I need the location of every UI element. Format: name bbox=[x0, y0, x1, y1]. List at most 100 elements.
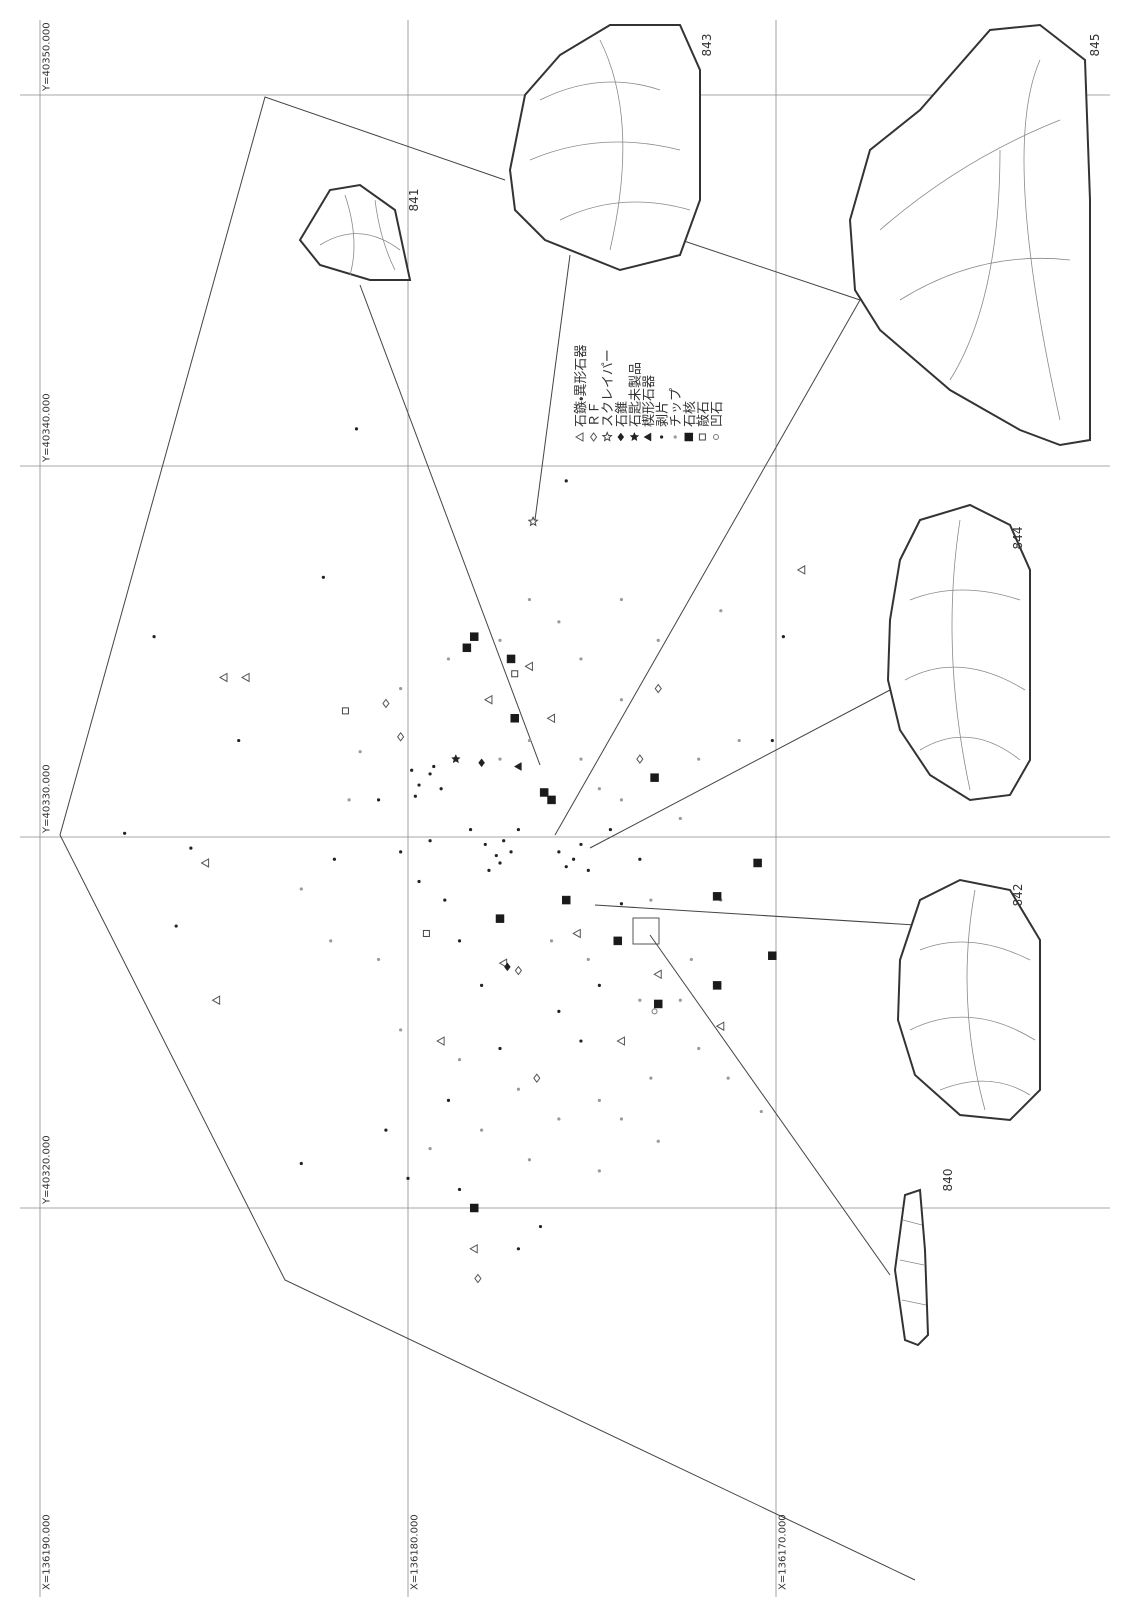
artifact-point bbox=[174, 924, 178, 928]
artifact-point bbox=[211, 995, 221, 1006]
artifact-point bbox=[483, 842, 487, 847]
legend-marker bbox=[673, 435, 677, 439]
artifact-point bbox=[586, 957, 590, 962]
artifact-point bbox=[469, 1243, 478, 1254]
artifact-point bbox=[506, 654, 516, 664]
points-layer bbox=[123, 427, 806, 1284]
artifact-point bbox=[428, 1147, 432, 1151]
artifact-point bbox=[638, 857, 642, 861]
artifact-point bbox=[513, 762, 522, 771]
leader-line bbox=[589, 689, 891, 849]
artifact-point bbox=[616, 1036, 625, 1046]
artifact-point bbox=[547, 795, 556, 805]
artifact-point bbox=[527, 597, 532, 602]
artifact-point bbox=[480, 1128, 484, 1132]
leader-line bbox=[674, 237, 861, 301]
y-grid-label: Y=40340.000 bbox=[41, 393, 52, 463]
area-boundary bbox=[59, 96, 916, 1581]
artifact-point bbox=[189, 846, 193, 850]
legend-label: 剥片 bbox=[656, 401, 671, 427]
artifact-point bbox=[770, 738, 774, 743]
artifact-point bbox=[697, 1046, 701, 1051]
artifact-point bbox=[410, 768, 414, 772]
artifact-point bbox=[474, 1273, 482, 1284]
artifact-point bbox=[546, 713, 556, 724]
artifact-point bbox=[516, 1247, 521, 1251]
artifact-point bbox=[753, 858, 762, 868]
artifact-point bbox=[613, 936, 623, 946]
artifact-point bbox=[478, 758, 485, 768]
artifact-point bbox=[597, 983, 601, 988]
artifact-point bbox=[564, 865, 568, 869]
artifact-point bbox=[650, 773, 659, 782]
artifact-point bbox=[469, 1203, 479, 1213]
artifact-point bbox=[218, 672, 228, 683]
artifact-point bbox=[579, 842, 583, 847]
artifact-point bbox=[432, 764, 436, 769]
artifact-point bbox=[358, 750, 362, 754]
artifact-point bbox=[384, 1128, 388, 1132]
artifact-point bbox=[428, 772, 432, 776]
y-grid-label: Y=40350.000 bbox=[41, 22, 52, 92]
legend-label: 楔形石器 bbox=[642, 375, 657, 427]
artifact-point bbox=[469, 632, 479, 641]
artifact-point bbox=[399, 1028, 403, 1032]
artifact-point bbox=[654, 683, 662, 694]
artifact-point bbox=[636, 754, 644, 764]
artifact-point bbox=[557, 850, 561, 854]
artifact-point bbox=[737, 738, 741, 743]
legend-label: 敲石 bbox=[696, 401, 711, 427]
artifact-point bbox=[417, 783, 421, 787]
artifact-point bbox=[715, 1021, 725, 1032]
legend-label: 石匙未製品 bbox=[628, 362, 643, 427]
artifact-point bbox=[406, 1176, 410, 1180]
artifact-point bbox=[509, 850, 513, 854]
legend-marker bbox=[629, 431, 640, 442]
legend-marker bbox=[698, 433, 706, 441]
artifact-point bbox=[689, 957, 693, 962]
artifact-point bbox=[524, 661, 533, 672]
artifact-point bbox=[768, 951, 777, 960]
tool-drawing-842 bbox=[896, 878, 1041, 1122]
artifact-point bbox=[457, 1187, 462, 1192]
artifact-point bbox=[516, 1087, 521, 1091]
artifact-point bbox=[329, 939, 333, 943]
artifact-point bbox=[321, 575, 325, 579]
legend-label: 凹石 bbox=[710, 401, 725, 427]
artifact-point bbox=[796, 565, 806, 575]
artifact-point bbox=[428, 839, 432, 843]
legend-label: 石錐 bbox=[615, 401, 630, 427]
tool-drawing-845 bbox=[848, 23, 1091, 447]
artifact-point bbox=[649, 898, 653, 902]
y-grid-label: Y=40320.000 bbox=[41, 1135, 52, 1205]
artifact-point bbox=[649, 1076, 653, 1080]
artifact-point bbox=[446, 657, 451, 661]
leader-line bbox=[649, 934, 891, 1276]
legend-label: チップ bbox=[669, 388, 684, 427]
artifact-point bbox=[516, 827, 521, 832]
artifact-point bbox=[656, 638, 660, 642]
artifact-point bbox=[382, 698, 390, 709]
artifact-point bbox=[579, 1039, 583, 1043]
artifact-point bbox=[719, 609, 723, 613]
artifact-point bbox=[462, 643, 472, 653]
artifact-point bbox=[436, 1036, 445, 1046]
legend-label: スクレイパー bbox=[601, 349, 616, 427]
artifact-point bbox=[341, 707, 349, 715]
artifact-point bbox=[726, 1076, 730, 1080]
artifact-point bbox=[597, 1169, 601, 1173]
artifact-point bbox=[241, 672, 250, 683]
artifact-point bbox=[299, 1161, 303, 1166]
artifact-point bbox=[597, 1098, 601, 1103]
artifact-point bbox=[457, 1058, 462, 1062]
tool-drawing-840 bbox=[893, 1188, 930, 1347]
artifact-point bbox=[483, 694, 493, 705]
artifact-point bbox=[557, 620, 561, 624]
artifact-point bbox=[450, 753, 461, 764]
figure-number: 841 bbox=[407, 189, 421, 212]
leader-line bbox=[554, 299, 861, 836]
artifact-point bbox=[619, 1117, 624, 1121]
figure-number: 845 bbox=[1088, 34, 1102, 57]
artifact-point bbox=[527, 1158, 532, 1162]
